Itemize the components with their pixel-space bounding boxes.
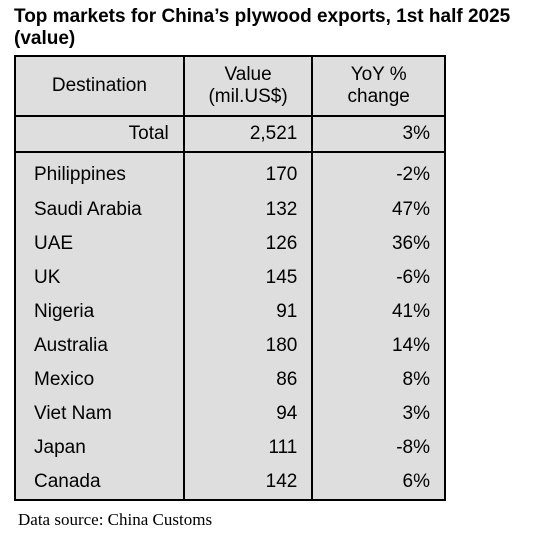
yoy-cell: 3%	[311, 397, 446, 431]
yoy-cell: 14%	[311, 329, 446, 363]
header-yoy-line1: YoY %	[350, 64, 407, 85]
value-cell: 145	[182, 261, 314, 295]
destination-cell: Japan	[14, 431, 185, 465]
table-row: UAE 126 36%	[14, 227, 446, 261]
header-value-line1: Value	[224, 64, 272, 85]
header-value: Value (mil.US$)	[182, 55, 314, 117]
yoy-cell: 47%	[311, 193, 446, 227]
total-value: 2,521	[182, 116, 314, 153]
data-source-note: Data source: China Customs	[18, 510, 213, 529]
yoy-cell: 36%	[311, 227, 446, 261]
destination-cell: Saudi Arabia	[14, 193, 185, 227]
yoy-cell: -8%	[311, 431, 446, 465]
destination-cell: UAE	[14, 227, 185, 261]
table-header: Destination Value (mil.US$) YoY % change	[14, 55, 446, 117]
total-yoy: 3%	[311, 116, 446, 153]
value-cell: 132	[182, 193, 314, 227]
table-title: Top markets for China’s plywood exports,…	[14, 6, 511, 49]
destination-cell: Philippines	[14, 152, 185, 193]
markets-table: Destination Value (mil.US$) YoY % change…	[14, 55, 446, 501]
destination-cell: Canada	[14, 465, 185, 501]
value-cell: 180	[182, 329, 314, 363]
yoy-cell: 8%	[311, 363, 446, 397]
value-cell: 91	[182, 295, 314, 329]
value-cell: 94	[182, 397, 314, 431]
header-destination: Destination	[14, 55, 185, 117]
destination-cell: Mexico	[14, 363, 185, 397]
table-row: Japan 111 -8%	[14, 431, 446, 465]
market-rows: Philippines 170 -2% Saudi Arabia 132 47% UAE 12…	[14, 152, 446, 501]
header-value-line2: (mil.US$)	[208, 86, 288, 107]
destination-cell: UK	[14, 261, 185, 295]
header-row: Destination Value (mil.US$) YoY % change	[14, 55, 446, 117]
table-row: Mexico 86 8%	[14, 363, 446, 397]
destination-cell: Viet Nam	[14, 397, 185, 431]
header-destination-label: Destination	[51, 75, 147, 96]
destination-cell: Australia	[14, 329, 185, 363]
yoy-cell: -6%	[311, 261, 446, 295]
value-cell: 142	[182, 465, 314, 501]
table-row: Philippines 170 -2%	[14, 152, 446, 193]
value-cell: 86	[182, 363, 314, 397]
table-row: Viet Nam 94 3%	[14, 397, 446, 431]
table-row: Nigeria 91 41%	[14, 295, 446, 329]
table-row: Saudi Arabia 132 47%	[14, 193, 446, 227]
table-row: Canada 142 6%	[14, 465, 446, 501]
total-section: Total 2,521 3%	[14, 116, 446, 153]
table-row: UK 145 -6%	[14, 261, 446, 295]
value-cell: 170	[182, 152, 314, 193]
header-yoy-line2: change	[347, 86, 410, 107]
total-label: Total	[14, 116, 185, 153]
yoy-cell: 6%	[311, 465, 446, 501]
value-cell: 126	[182, 227, 314, 261]
destination-cell: Nigeria	[14, 295, 185, 329]
yoy-cell: 41%	[311, 295, 446, 329]
table-row: Australia 180 14%	[14, 329, 446, 363]
value-cell: 111	[182, 431, 314, 465]
total-row: Total 2,521 3%	[14, 116, 446, 153]
header-yoy: YoY % change	[311, 55, 446, 117]
yoy-cell: -2%	[311, 152, 446, 193]
